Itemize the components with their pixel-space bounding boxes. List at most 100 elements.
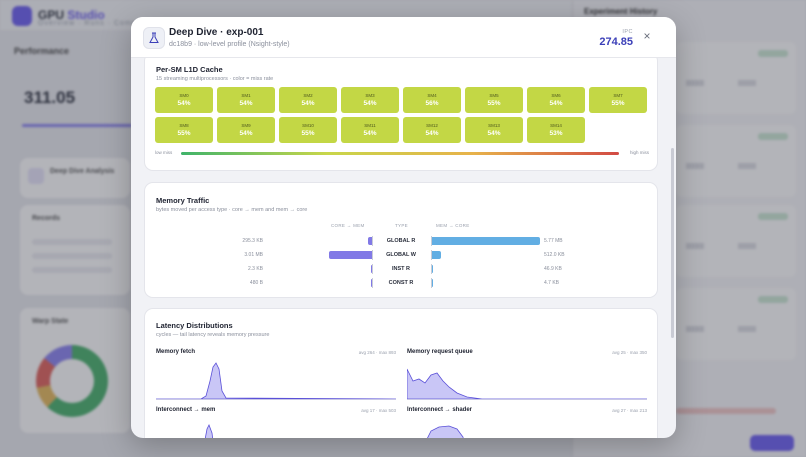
sm-miss-rate: 54% [239, 100, 253, 107]
latency-chart-name: Interconnect → shader [407, 407, 473, 413]
mem-to-core-value: 46.9 KB [544, 266, 562, 272]
ipc-value: 274.85 [599, 36, 633, 48]
traffic-title: Memory Traffic [156, 196, 210, 205]
col-mem-to-core: MEM → CORE [436, 223, 470, 228]
deep-dive-card: Deep Dive Analysis [20, 158, 130, 198]
latency-chart: Memory fetch avg 264 · max 893 [156, 349, 396, 400]
l1d-cache-panel: Per-SM L1D Cache 15 streaming multiproce… [144, 58, 658, 171]
sm-cell[interactable]: SM13 54% [465, 117, 523, 143]
latency-title: Latency Distributions [156, 321, 233, 330]
latency-chart-name: Memory request queue [407, 349, 473, 355]
sm-name: SM14 [550, 123, 562, 128]
sm-miss-rate: 55% [177, 130, 191, 137]
sm-cell[interactable]: SM10 55% [279, 117, 337, 143]
error-line [676, 408, 776, 414]
modal-scrollbar[interactable] [671, 148, 674, 338]
sm-cell[interactable]: SM1 54% [217, 87, 275, 113]
sm-cell[interactable]: SM14 53% [527, 117, 585, 143]
close-icon[interactable]: × [643, 29, 651, 43]
sm-name: SM10 [302, 123, 314, 128]
core-to-mem-bar [371, 265, 372, 273]
kpi-value: 311.05 [24, 88, 76, 107]
sm-miss-rate: 53% [549, 130, 563, 137]
traffic-subtitle: bytes moved per access type · core → mem… [156, 207, 308, 213]
brand-name: GPU Studio [38, 8, 105, 22]
legend-high-label: high miss [629, 150, 649, 155]
l1d-title: Per-SM L1D Cache [156, 65, 223, 74]
miss-gradient-bar [181, 152, 619, 155]
sm-name: SM0 [179, 93, 189, 98]
mem-to-core-value: 512.0 KB [544, 252, 565, 258]
col-type: TYPE [395, 223, 408, 228]
sm-cell[interactable]: SM2 54% [279, 87, 337, 113]
latency-chart-stats: avg 264 · max 893 [358, 350, 396, 355]
sm-miss-rate: 54% [487, 130, 501, 137]
sm-name: SM7 [613, 93, 623, 98]
sm-cell[interactable]: SM3 54% [341, 87, 399, 113]
latency-chart: Interconnect → shader avg 27 · max 213 [407, 407, 647, 438]
sm-cell[interactable]: SM7 55% [589, 87, 647, 113]
section-title: Performance [14, 46, 70, 56]
mem-to-core-bar [432, 279, 433, 287]
core-to-mem-value: 295.3 KB [242, 238, 263, 244]
mem-to-core-bar [432, 237, 540, 245]
modal-title: Deep Dive · exp-001 [169, 27, 264, 38]
sm-miss-rate: 55% [487, 100, 501, 107]
traffic-row: 480 B CONST R 4.7 KB [145, 278, 659, 290]
access-type: GLOBAL R [386, 238, 416, 244]
sm-miss-rate: 54% [549, 100, 563, 107]
latency-chart: Memory request queue avg 25 · max 350 [407, 349, 647, 400]
sm-name: SM8 [179, 123, 189, 128]
sm-name: SM11 [364, 123, 376, 128]
mem-to-core-bar [432, 265, 433, 273]
primary-button [750, 435, 794, 451]
traffic-row: 295.3 KB GLOBAL R 5.77 MB [145, 236, 659, 248]
sm-name: SM4 [427, 93, 437, 98]
top-nav: Overview · Runs · Compare [38, 20, 150, 27]
latency-chart-name: Memory fetch [156, 349, 196, 355]
sm-cell[interactable]: SM8 55% [155, 117, 213, 143]
memory-traffic-panel: Memory Traffic bytes moved per access ty… [144, 182, 658, 298]
sm-miss-rate: 54% [301, 100, 315, 107]
warp-state-donut [36, 345, 108, 417]
history-card [676, 205, 796, 277]
sm-cell[interactable]: SM6 54% [527, 87, 585, 113]
mem-to-core-value: 5.77 MB [544, 238, 563, 244]
latency-subtitle: cycles — tail latency reveals memory pre… [156, 332, 270, 338]
sm-name: SM3 [365, 93, 375, 98]
latency-area [156, 362, 396, 400]
sm-cell[interactable]: SM12 54% [403, 117, 461, 143]
sm-miss-rate: 54% [363, 100, 377, 107]
sm-name: SM2 [303, 93, 313, 98]
sm-miss-rate: 54% [363, 130, 377, 137]
sm-name: SM9 [241, 123, 251, 128]
core-to-mem-bar [371, 279, 372, 287]
flask-icon [143, 27, 165, 49]
sm-grid: SM0 54% SM1 54% SM2 54% SM3 54% SM4 56% SM5 55% SM6 5… [155, 87, 649, 143]
access-type: INST R [391, 266, 411, 272]
sm-miss-rate: 55% [611, 100, 625, 107]
sm-cell[interactable]: SM5 55% [465, 87, 523, 113]
legend-low-label: low miss [155, 150, 173, 155]
latency-panel: Latency Distributions cycles — tail late… [144, 308, 658, 438]
modal-body[interactable]: Per-SM L1D Cache 15 streaming multiproce… [131, 58, 676, 438]
sm-cell[interactable]: SM11 54% [341, 117, 399, 143]
history-title: Experiment History [584, 7, 658, 16]
miss-legend: low miss high miss [155, 150, 649, 158]
sm-cell[interactable]: SM4 56% [403, 87, 461, 113]
app-logo [12, 6, 32, 26]
core-to-mem-value: 3.01 MB [244, 252, 263, 258]
latency-chart-stats: avg 27 · max 213 [612, 408, 647, 413]
history-card [676, 42, 796, 114]
sm-cell[interactable]: SM9 54% [217, 117, 275, 143]
sm-cell[interactable]: SM0 54% [155, 87, 213, 113]
traffic-row: 2.3 KB INST R 46.9 KB [145, 264, 659, 276]
modal-header: Deep Dive · exp-001 dc18b9 · low-level p… [131, 17, 676, 58]
modal-subtitle: dc18b9 · low-level profile (Nsight-style… [169, 41, 290, 48]
sm-name: SM12 [426, 123, 438, 128]
core-to-mem-bar [329, 251, 372, 259]
sm-miss-rate: 56% [425, 100, 439, 107]
sm-miss-rate: 54% [177, 100, 191, 107]
access-type: GLOBAL W [386, 252, 416, 258]
latency-area [407, 368, 647, 400]
